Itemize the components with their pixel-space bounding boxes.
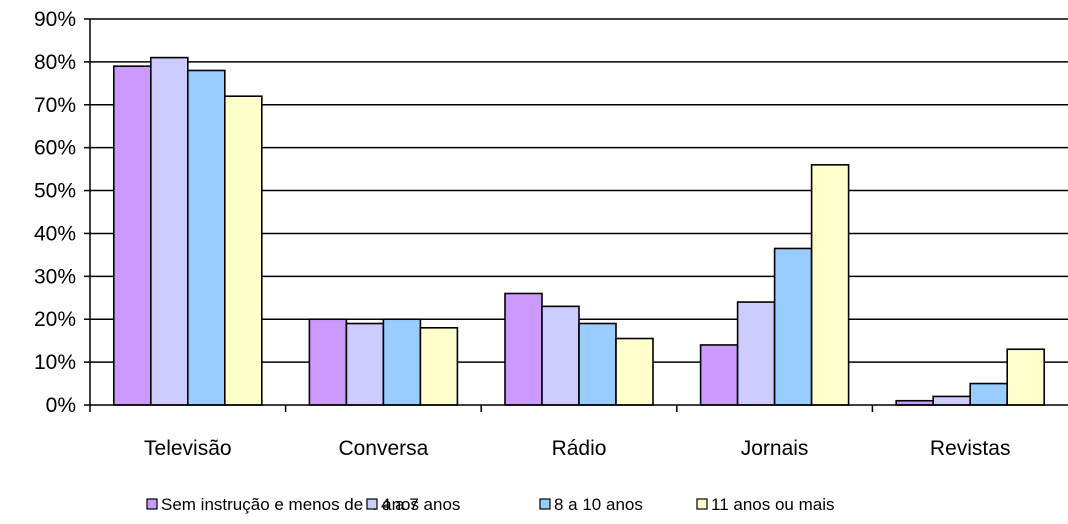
- bar: [969, 382, 1009, 406]
- legend-label: 11 anos ou mais: [711, 495, 834, 514]
- legend-swatch: [696, 498, 708, 510]
- bar: [224, 95, 263, 406]
- bar: [345, 322, 385, 406]
- bar: [113, 65, 152, 406]
- bar: [504, 292, 543, 406]
- x-category-label: Rádio: [552, 437, 607, 460]
- legend-label: 4 a 7 anos: [381, 495, 460, 514]
- bar: [736, 301, 776, 406]
- bar: [150, 56, 189, 406]
- legend-label: 8 a 10 anos: [554, 495, 643, 514]
- bar: [578, 322, 617, 406]
- bar: [1006, 348, 1046, 406]
- y-tick-label: 10%: [34, 351, 76, 374]
- x-category-label: Televisão: [144, 437, 232, 460]
- legend-swatch: [366, 498, 378, 510]
- y-tick-label: 80%: [34, 51, 76, 74]
- bar: [699, 344, 739, 406]
- legend-swatch: [146, 498, 158, 510]
- axes: [84, 18, 1068, 412]
- y-tick-label: 30%: [34, 265, 76, 288]
- legend-label: Sem instrução e menos de 4 anos: [161, 495, 419, 514]
- x-category-label: Revistas: [930, 437, 1011, 460]
- bar: [773, 247, 813, 406]
- bar: [187, 69, 226, 406]
- y-axis-tick-labels: 0% 10% 20% 30% 40% 50% 60% 70% 80% 90%: [34, 8, 76, 417]
- x-axis-category-labels: Televisão Conversa Rádio Jornais Revistas: [144, 437, 1010, 460]
- bars: [113, 56, 1046, 406]
- y-tick-label: 70%: [34, 94, 76, 117]
- y-tick-label: 0%: [46, 394, 76, 417]
- x-category-label: Conversa: [338, 437, 428, 460]
- bar: [541, 305, 580, 406]
- y-tick-label: 20%: [34, 308, 76, 331]
- bar: [419, 326, 459, 406]
- bar: [308, 318, 348, 406]
- y-tick-label: 60%: [34, 137, 76, 160]
- x-category-label: Jornais: [741, 437, 809, 460]
- y-tick-label: 90%: [34, 8, 76, 31]
- bar: [810, 164, 850, 406]
- legend-swatch: [539, 498, 551, 510]
- y-tick-label: 40%: [34, 222, 76, 245]
- bar: [382, 318, 422, 406]
- y-tick-label: 50%: [34, 180, 76, 203]
- bar: [615, 337, 654, 406]
- bar: [932, 395, 972, 406]
